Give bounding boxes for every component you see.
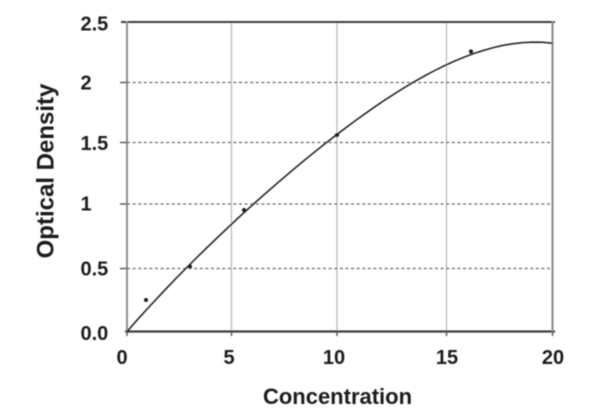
svg-text:Optical Density: Optical Density [33,83,60,258]
svg-text:10: 10 [323,347,345,369]
svg-text:15: 15 [436,347,458,369]
svg-text:0.0: 0.0 [81,323,109,345]
svg-text:1.5: 1.5 [81,133,109,155]
svg-text:2.5: 2.5 [81,14,109,36]
svg-text:0.5: 0.5 [81,259,109,281]
svg-text:5: 5 [223,347,234,369]
svg-text:Concentration: Concentration [263,384,412,409]
svg-text:0: 0 [116,347,127,369]
svg-text:2: 2 [81,73,92,95]
svg-text:20: 20 [542,347,564,369]
svg-text:1: 1 [81,194,92,216]
